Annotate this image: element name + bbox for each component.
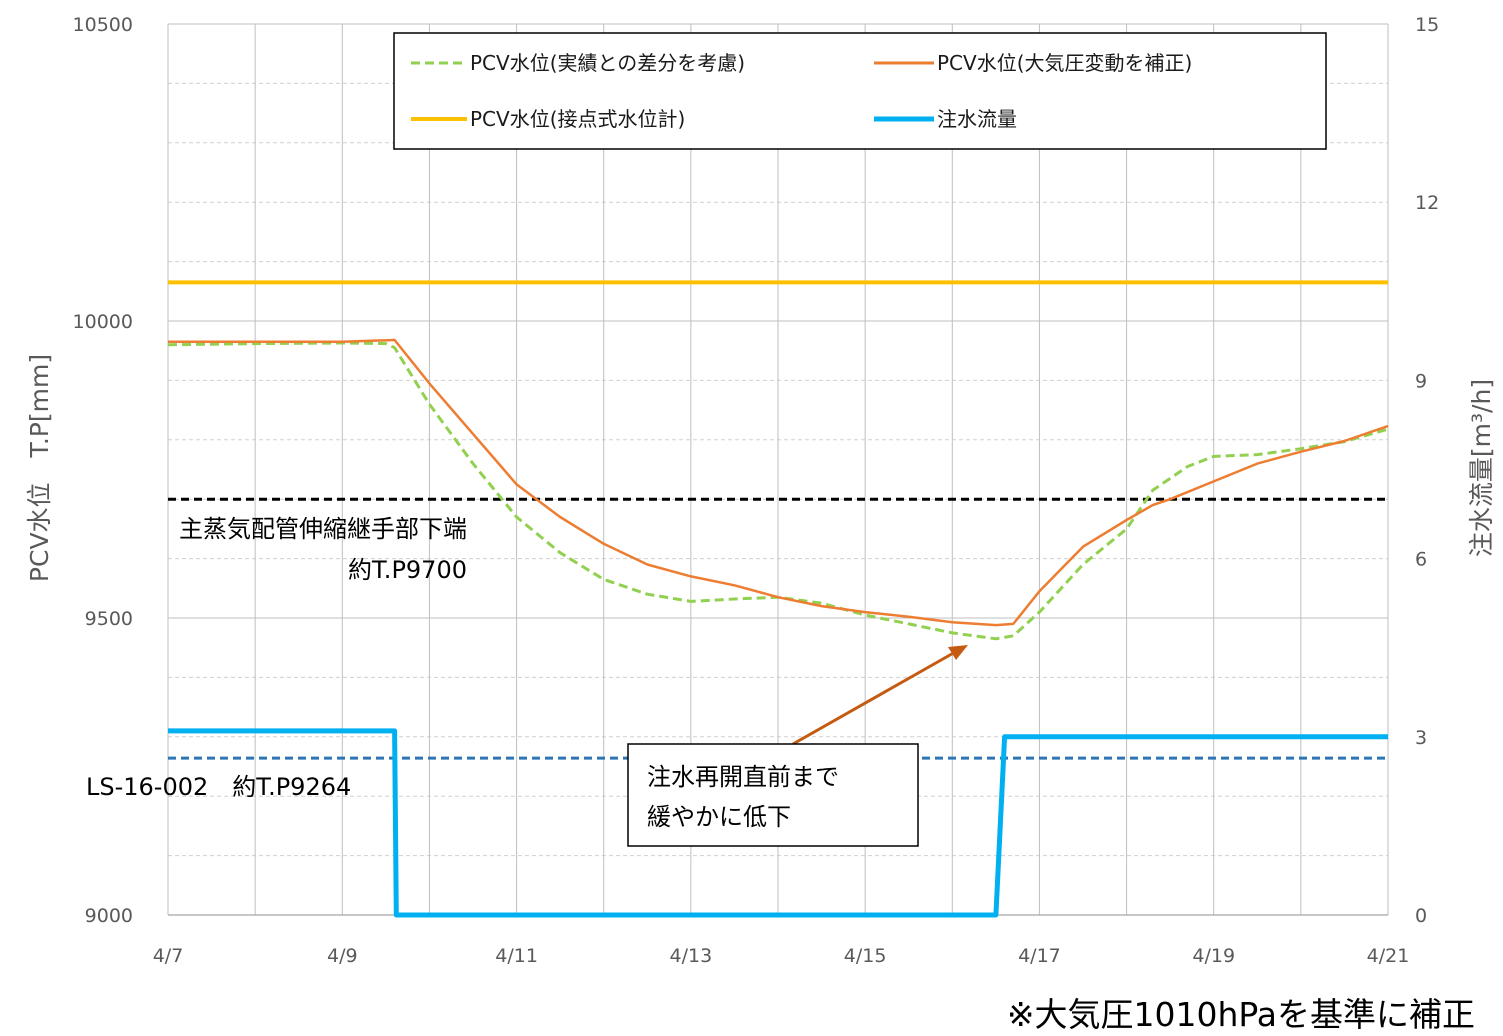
x-tick-label: 4/17 <box>1018 945 1061 967</box>
legend-box <box>393 32 1327 150</box>
x-tick-label: 4/19 <box>1192 945 1235 967</box>
right-tick-label: 15 <box>1415 14 1439 36</box>
callout-line-1: 注水再開直前まで <box>647 763 839 791</box>
series-lines <box>167 280 1389 918</box>
footnote: ※大気圧1010hPaを基準に補正 <box>1006 995 1475 1034</box>
left-tick-label: 10000 <box>73 311 133 333</box>
left-tick-label: 9500 <box>85 608 133 630</box>
reference-lines <box>168 497 1388 760</box>
x-axis-ticks: 4/7 4/9 4/11 4/13 4/15 4/17 4/19 4/21 <box>153 945 1410 967</box>
callout-arrow-line <box>792 649 958 746</box>
callout-line-2: 緩やかに低下 <box>647 803 791 831</box>
legend-label-pressure: PCV水位(大気圧変動を補正) <box>937 51 1192 75</box>
x-tick-label: 4/13 <box>670 945 713 967</box>
callout-box <box>627 743 919 847</box>
callout: 注水再開直前まで 緩やかに低下 <box>627 645 968 847</box>
main-steam-pipe-label: 主蒸気配管伸縮継手部下端 <box>179 515 467 543</box>
right-tick-label: 6 <box>1415 549 1427 571</box>
right-tick-label: 12 <box>1415 192 1439 214</box>
left-axis-ticks: 10500 10000 9500 9000 <box>73 14 133 927</box>
series-line-pressure <box>168 338 1389 627</box>
right-tick-label: 9 <box>1415 370 1427 392</box>
callout-arrowhead <box>948 645 968 660</box>
x-tick-label: 4/7 <box>153 945 184 967</box>
main-steam-pipe-level-label: 約T.P9700 <box>348 556 467 584</box>
x-tick-label: 4/15 <box>844 945 887 967</box>
left-tick-label: 10500 <box>73 14 133 36</box>
left-axis-title: PCV水位 T.P[mm] <box>25 354 54 582</box>
x-tick-label: 4/11 <box>495 945 538 967</box>
ls-16-002-label: LS-16-002 約T.P9264 <box>86 773 351 801</box>
right-axis-title: 注水流量[m³/h] <box>1467 379 1496 557</box>
right-axis-ticks: 15 12 9 6 3 0 <box>1415 14 1439 927</box>
left-tick-label: 9000 <box>85 905 133 927</box>
x-tick-label: 4/9 <box>327 945 358 967</box>
legend-label-diff: PCV水位(実績との差分を考慮) <box>470 51 745 75</box>
right-tick-label: 0 <box>1415 905 1427 927</box>
series-line-flow <box>168 728 1388 918</box>
legend-label-contact: PCV水位(接点式水位計) <box>470 107 685 131</box>
legend-label-flow: 注水流量 <box>937 107 1017 131</box>
legend: PCV水位(実績との差分を考慮) PCV水位(大気圧変動を補正) PCV水位(接… <box>393 32 1327 150</box>
x-tick-label: 4/21 <box>1367 945 1410 967</box>
right-tick-label: 3 <box>1415 727 1427 749</box>
